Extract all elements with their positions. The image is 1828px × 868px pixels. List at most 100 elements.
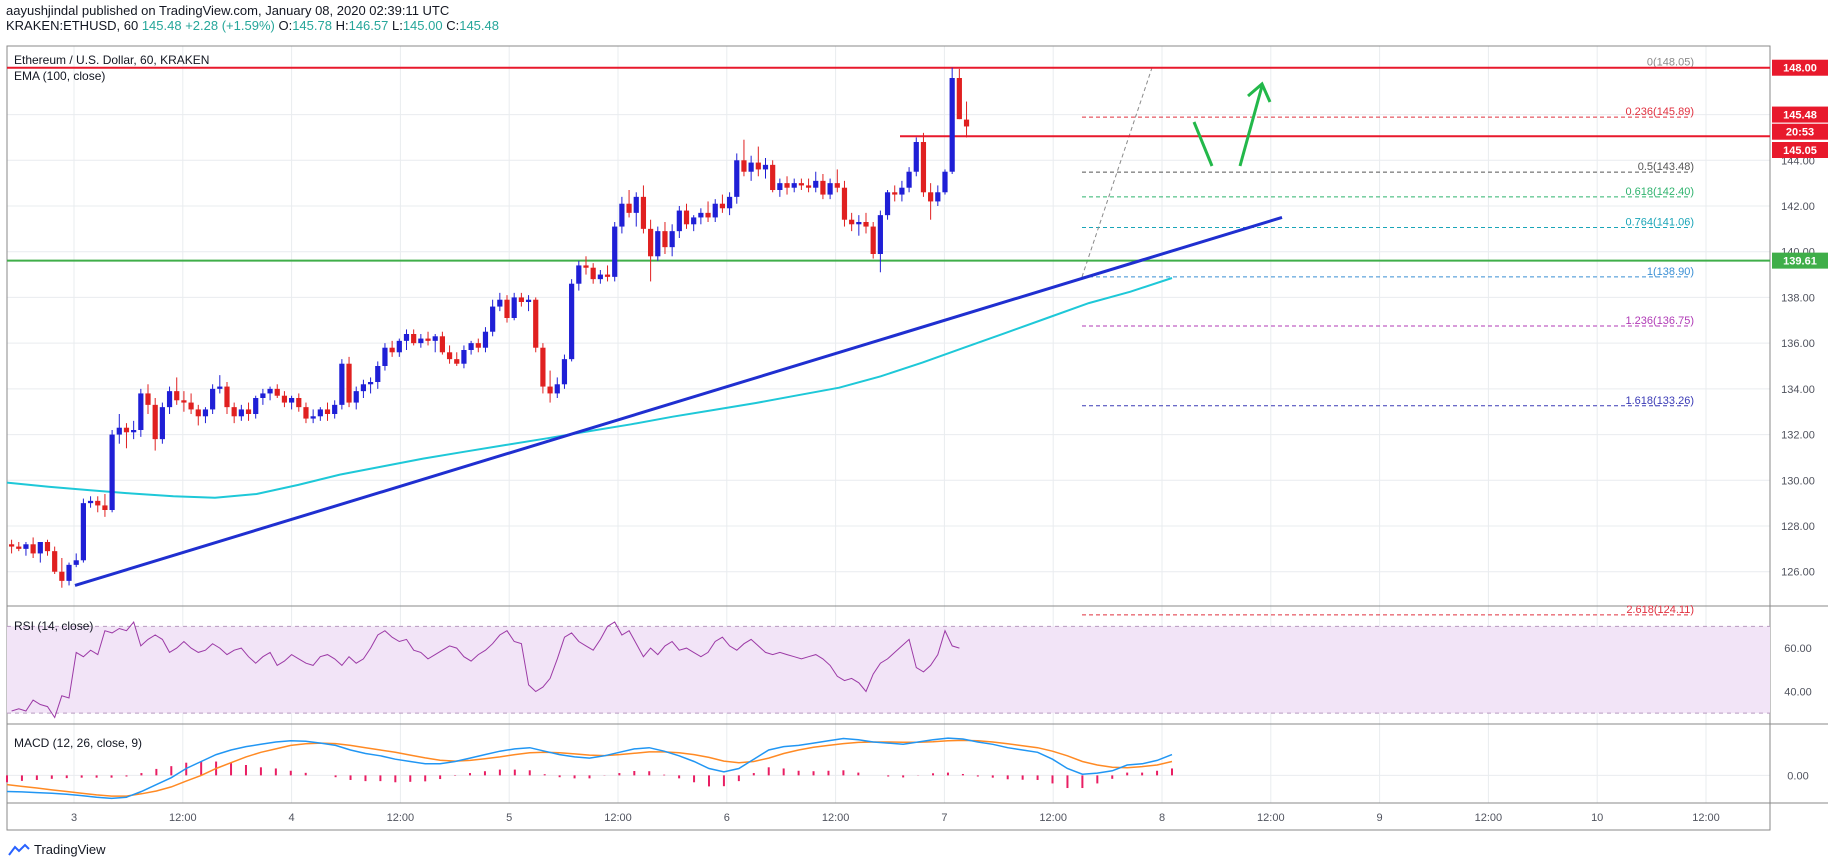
candle-down: [590, 267, 596, 280]
candle-up: [217, 386, 223, 389]
candle-down: [648, 228, 654, 257]
candle-up: [791, 183, 797, 188]
candle-down: [446, 352, 453, 360]
tradingview-logo-icon: [8, 843, 30, 856]
candle-down: [741, 160, 747, 172]
y-tick-label: 134.00: [1781, 384, 1815, 396]
price-tag-label: 139.61: [1783, 256, 1817, 268]
candle-up: [202, 409, 209, 417]
ascending-trendline[interactable]: [74, 215, 1283, 587]
x-tick-label: 9: [1377, 812, 1383, 824]
fib-level-label: 1(138.90): [1647, 266, 1694, 278]
candle-down: [892, 192, 898, 195]
symbol-label[interactable]: KRAKEN:ETHUSD, 60: [6, 18, 139, 33]
candle-up: [655, 231, 661, 257]
candle-up: [260, 393, 266, 398]
candle-down: [245, 409, 252, 414]
macd-signal-line: [6, 739, 1173, 797]
candle-down: [547, 386, 553, 394]
candle-up: [66, 564, 72, 581]
candle-down: [8, 544, 15, 547]
x-tick-label: 10: [1591, 812, 1603, 824]
y-tick-label: 130.00: [1781, 475, 1815, 487]
down-arrow-stroke[interactable]: [1192, 121, 1214, 167]
price-tag-label: 20:53: [1786, 127, 1814, 139]
candle-down: [296, 398, 302, 408]
price-tag-label: 145.05: [1783, 145, 1817, 157]
candle-down: [533, 299, 539, 348]
candle-up: [353, 391, 359, 403]
rsi-tick-label: 40.00: [1784, 686, 1812, 698]
high-label: H:: [335, 18, 349, 33]
ema-100-line: [6, 277, 1173, 499]
trendline[interactable]: [74, 215, 1283, 587]
candle-down: [224, 386, 230, 408]
candle-up: [468, 343, 474, 350]
candle-down: [640, 196, 647, 229]
x-tick-label: 3: [71, 812, 77, 824]
candle-up: [748, 162, 754, 172]
candle-down: [604, 274, 611, 277]
candle-up: [669, 231, 675, 248]
candle-down: [281, 395, 288, 403]
candle-up: [561, 359, 568, 385]
horizontal-levels[interactable]: [7, 66, 1770, 262]
price-tag-label: 145.48: [1783, 110, 1817, 122]
candle-up: [317, 409, 323, 417]
candle-up: [367, 382, 374, 385]
candle-up: [332, 404, 338, 414]
macd-series: [6, 737, 1173, 800]
candle-up: [382, 347, 388, 366]
tradingview-footer[interactable]: TradingView: [8, 842, 106, 857]
candle-up: [432, 336, 438, 341]
candle-up: [525, 299, 532, 302]
candle-up: [403, 334, 410, 341]
candle-down: [928, 192, 934, 202]
close-value: 145.48: [459, 18, 499, 33]
candle-up: [210, 388, 216, 410]
candle-up: [633, 196, 639, 213]
x-tick-label: 7: [941, 812, 947, 824]
candle-up: [734, 160, 740, 197]
candle-down: [303, 407, 309, 419]
candle-down: [518, 297, 524, 302]
candle-down: [123, 427, 130, 433]
price-change: +2.28 (+1.59%): [185, 18, 275, 33]
fibonacci-retracement[interactable]: 0(148.05) 0.236(145.89) 0.5(143.48) 0.618(1…: [1081, 57, 1694, 616]
candle-down: [798, 183, 804, 186]
candle-up: [698, 212, 704, 218]
candle-down: [145, 393, 151, 405]
candle-down: [583, 265, 589, 268]
candle-down: [504, 299, 510, 318]
candle-up: [339, 363, 345, 405]
candle-down: [770, 164, 776, 190]
candle-down: [195, 409, 201, 417]
candle-down: [102, 505, 108, 510]
rsi-band: [7, 625, 1770, 714]
up-arrow-stroke[interactable]: [1238, 85, 1264, 167]
candle-down: [152, 404, 158, 440]
y-tick-label: 142.00: [1781, 201, 1815, 213]
candle-up: [267, 388, 273, 394]
candle-up: [490, 306, 496, 332]
x-tick-label: 12:00: [169, 812, 197, 824]
candle-up: [109, 434, 115, 510]
candle-up: [726, 196, 733, 209]
candle-up: [73, 560, 79, 565]
candle-down: [454, 359, 460, 364]
x-tick-label: 12:00: [1692, 812, 1720, 824]
candle-down: [870, 226, 876, 254]
price-tag-bg: [1772, 106, 1828, 123]
price-tag-label: 148.00: [1783, 63, 1817, 75]
low-value: 145.00: [402, 18, 443, 33]
candle-up: [360, 384, 367, 392]
candle-down: [820, 180, 826, 195]
candle-up: [138, 393, 144, 430]
candle-down: [841, 187, 848, 220]
rsi-series: [11, 620, 960, 719]
candle-up: [37, 542, 43, 554]
up-arrow-head[interactable]: [1247, 81, 1272, 103]
high-value: 146.57: [348, 18, 389, 33]
forecast-arrows[interactable]: [1192, 81, 1272, 167]
